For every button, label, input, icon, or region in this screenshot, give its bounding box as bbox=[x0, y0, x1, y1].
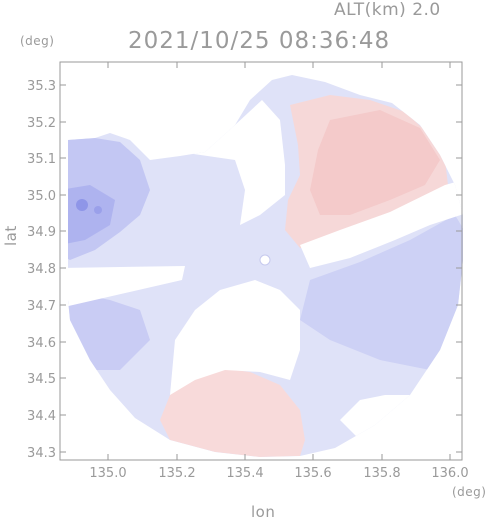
x-tick-label: 136.0 bbox=[431, 466, 468, 481]
doppler-field bbox=[68, 75, 463, 457]
y-tick-label: 34.5 bbox=[27, 372, 56, 387]
x-axis-ticks bbox=[107, 62, 451, 460]
y-axis-unit: (deg) bbox=[20, 34, 55, 48]
no-echo-gap-w bbox=[68, 266, 185, 308]
y-tick-label: 34.4 bbox=[27, 409, 56, 424]
y-tick-label: 34.3 bbox=[27, 446, 56, 461]
y-tick-label: 34.7 bbox=[27, 299, 56, 314]
no-echo-north bbox=[150, 100, 285, 225]
x-tick-label: 135.6 bbox=[294, 466, 331, 481]
y-tick-label: 35.1 bbox=[27, 152, 56, 167]
x-axis-unit: (deg) bbox=[452, 485, 487, 499]
altitude-label: ALT(km) 2.0 bbox=[334, 0, 441, 20]
y-tick-label: 35.0 bbox=[27, 189, 56, 204]
x-tick-label: 135.2 bbox=[158, 466, 195, 481]
radar-site bbox=[259, 254, 271, 266]
no-echo-ne-gap bbox=[300, 178, 463, 268]
scan-datetime: 2021/10/25 08:36:48 bbox=[128, 28, 391, 54]
x-axis-label: lon bbox=[251, 503, 276, 521]
no-echo-south bbox=[170, 280, 300, 395]
x-tick-label: 135.4 bbox=[226, 466, 263, 481]
x-tick-label: 135.0 bbox=[89, 466, 126, 481]
plot-frame bbox=[59, 61, 463, 461]
y-tick-label: 35.2 bbox=[27, 116, 56, 131]
y-tick-label: 34.9 bbox=[27, 225, 56, 240]
y-tick-label: 34.8 bbox=[27, 262, 56, 277]
x-tick-label: 135.8 bbox=[363, 466, 400, 481]
y-tick-label: 34.6 bbox=[27, 336, 56, 351]
y-axis-ticks bbox=[60, 84, 462, 453]
receding-echo-s bbox=[160, 368, 305, 457]
y-tick-label: 35.3 bbox=[27, 79, 56, 94]
